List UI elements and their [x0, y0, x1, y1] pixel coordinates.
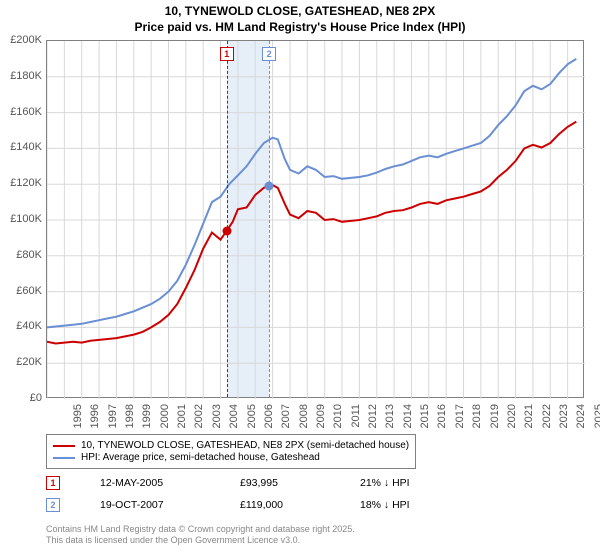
attribution-footer: Contains HM Land Registry data © Crown c…	[46, 524, 355, 546]
x-axis-label: 2014	[402, 404, 414, 434]
y-axis-label: £0	[0, 392, 42, 404]
x-axis-label: 2023	[558, 404, 570, 434]
sale-marker-box: 2	[262, 47, 276, 61]
x-axis-label: 2025	[593, 404, 600, 434]
x-axis-label: 2005	[246, 404, 258, 434]
x-axis-label: 2022	[541, 404, 553, 434]
x-axis-label: 2008	[298, 404, 310, 434]
sale-marker-dot	[265, 181, 274, 190]
x-axis-label: 1999	[141, 404, 153, 434]
x-axis-label: 2003	[211, 404, 223, 434]
x-axis-label: 2019	[489, 404, 501, 434]
x-axis-label: 2021	[523, 404, 535, 434]
line-series	[47, 41, 585, 399]
x-axis-label: 2015	[419, 404, 431, 434]
y-axis-label: £40K	[0, 320, 42, 332]
sale-date: 12-MAY-2005	[100, 477, 200, 489]
x-axis-label: 1998	[124, 404, 136, 434]
legend-item: HPI: Average price, semi-detached house,…	[53, 452, 409, 463]
x-axis-label: 1995	[72, 404, 84, 434]
x-axis-label: 2024	[575, 404, 587, 434]
sale-price: £119,000	[240, 499, 320, 511]
sale-row: 2 19-OCT-2007 £119,000 18% ↓ HPI	[46, 498, 410, 512]
y-axis-label: £120K	[0, 177, 42, 189]
x-axis-label: 2010	[332, 404, 344, 434]
sale-row-num: 2	[46, 498, 60, 512]
x-axis-label: 2007	[280, 404, 292, 434]
sale-row: 1 12-MAY-2005 £93,995 21% ↓ HPI	[46, 476, 410, 490]
x-axis-label: 2013	[384, 404, 396, 434]
sale-marker-line	[269, 41, 270, 397]
x-axis-label: 2018	[471, 404, 483, 434]
y-axis-label: £80K	[0, 249, 42, 261]
sale-price: £93,995	[240, 477, 320, 489]
x-axis-label: 2016	[436, 404, 448, 434]
sale-row-num: 1	[46, 476, 60, 490]
legend-swatch	[53, 457, 75, 459]
x-axis-label: 2020	[506, 404, 518, 434]
sale-delta: 21% ↓ HPI	[360, 477, 410, 489]
footer-line2: This data is licensed under the Open Gov…	[46, 535, 355, 546]
y-axis-label: £180K	[0, 70, 42, 82]
x-axis-label: 2009	[315, 404, 327, 434]
plot-area: 12	[46, 40, 584, 398]
y-axis-label: £160K	[0, 106, 42, 118]
sale-delta: 18% ↓ HPI	[360, 499, 410, 511]
legend: 10, TYNEWOLD CLOSE, GATESHEAD, NE8 2PX (…	[46, 434, 416, 469]
x-axis-label: 1996	[89, 404, 101, 434]
x-axis-label: 2011	[350, 404, 362, 434]
footer-line1: Contains HM Land Registry data © Crown c…	[46, 524, 355, 535]
title-line1: 10, TYNEWOLD CLOSE, GATESHEAD, NE8 2PX	[0, 0, 600, 20]
chart-container: 10, TYNEWOLD CLOSE, GATESHEAD, NE8 2PX P…	[0, 0, 600, 560]
sale-marker-dot	[222, 226, 231, 235]
x-axis-label: 2012	[367, 404, 379, 434]
sale-date: 19-OCT-2007	[100, 499, 200, 511]
x-axis-label: 2006	[263, 404, 275, 434]
x-axis-label: 2004	[228, 404, 240, 434]
x-axis-label: 2002	[193, 404, 205, 434]
y-axis-label: £140K	[0, 141, 42, 153]
sale-marker-line	[227, 41, 228, 397]
title-line2: Price paid vs. HM Land Registry's House …	[0, 20, 600, 34]
legend-item: 10, TYNEWOLD CLOSE, GATESHEAD, NE8 2PX (…	[53, 440, 409, 451]
x-axis-label: 2017	[454, 404, 466, 434]
y-axis-label: £60K	[0, 285, 42, 297]
legend-swatch	[53, 445, 75, 447]
x-axis-label: 1997	[107, 404, 119, 434]
x-axis-label: 2000	[159, 404, 171, 434]
sale-marker-box: 1	[220, 47, 234, 61]
y-axis-label: £200K	[0, 34, 42, 46]
legend-label: HPI: Average price, semi-detached house,…	[81, 452, 320, 463]
y-axis-label: £20K	[0, 356, 42, 368]
x-axis-label: 2001	[176, 404, 188, 434]
y-axis-label: £100K	[0, 213, 42, 225]
legend-label: 10, TYNEWOLD CLOSE, GATESHEAD, NE8 2PX (…	[81, 440, 409, 451]
